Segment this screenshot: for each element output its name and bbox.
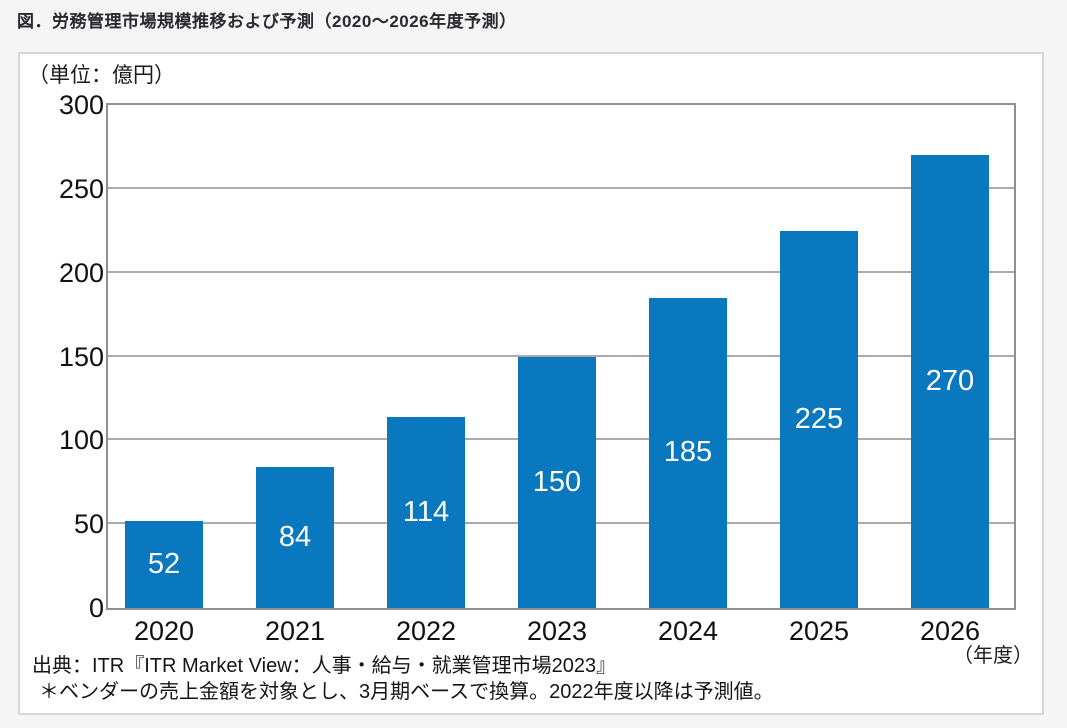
- bar-2021: 84: [256, 467, 334, 608]
- unit-label: （単位：億円）: [28, 64, 175, 87]
- bar-value-2022: 114: [402, 495, 450, 528]
- bar-2025: 225: [780, 230, 858, 608]
- x-label-2024: 2024: [657, 616, 719, 646]
- bar-value-2024: 185: [663, 436, 713, 469]
- x-label-2021: 2021: [264, 616, 326, 646]
- plot-inner: 52 84 114 150 185 225 270: [108, 105, 1014, 608]
- gridline-250: [108, 186, 1014, 189]
- source-text: 出典：ITR『ITR Market View：人事・給与・就業管理市場2023』: [32, 655, 617, 677]
- gridline-150: [108, 354, 1014, 357]
- x-label-2023: 2023: [526, 616, 588, 646]
- y-tick-300: 300: [58, 90, 104, 120]
- bar-2026: 270: [911, 155, 989, 608]
- figure-box: （単位：億円） 0 50 100 150 200 250 300 52 84 114 150 185…: [18, 52, 1044, 715]
- bar-value-2020: 52: [147, 547, 181, 580]
- x-label-2020: 2020: [133, 616, 195, 646]
- y-tick-250: 250: [58, 173, 104, 204]
- note-text: ＊ベンダーの売上金額を対象とし、3月期ベースで換算。2022年度以降は予測値。: [39, 681, 774, 703]
- bar-2022: 114: [387, 416, 465, 608]
- bar-2024: 185: [649, 297, 727, 608]
- y-tick-50: 50: [73, 509, 104, 540]
- y-tick-100: 100: [58, 425, 104, 456]
- bar-value-2026: 270: [925, 365, 975, 398]
- y-tick-200: 200: [58, 257, 104, 288]
- gridline-200: [108, 270, 1014, 273]
- chart-title: 図．労務管理市場規模推移および予測（2020～2026年度予測）: [17, 12, 517, 31]
- x-label-2026: 2026: [919, 616, 981, 646]
- chart-footer: 出典：ITR『ITR Market View：人事・給与・就業管理市場2023』…: [32, 653, 774, 705]
- x-axis-unit-label: （年度）: [953, 645, 1033, 667]
- plot-area: 52 84 114 150 185 225 270: [106, 103, 1016, 610]
- y-tick-0: 0: [88, 593, 104, 623]
- bar-value-2023: 150: [532, 465, 582, 498]
- bar-value-2021: 84: [278, 521, 312, 554]
- y-tick-150: 150: [58, 341, 104, 372]
- bar-2020: 52: [125, 520, 203, 608]
- bar-value-2025: 225: [794, 402, 844, 435]
- bar-2023: 150: [518, 356, 596, 608]
- x-label-2025: 2025: [788, 616, 850, 646]
- x-label-2022: 2022: [395, 616, 457, 646]
